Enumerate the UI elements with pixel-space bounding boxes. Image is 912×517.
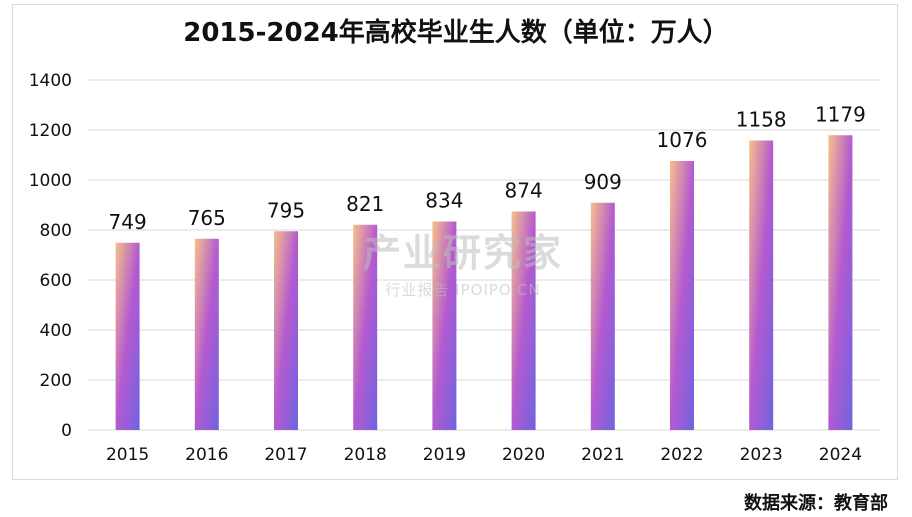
x-tick-label: 2021 bbox=[581, 445, 624, 465]
x-tick-label: 2017 bbox=[264, 445, 307, 465]
y-tick-label: 0 bbox=[61, 421, 72, 441]
bar bbox=[828, 135, 853, 430]
gridlines bbox=[88, 79, 880, 431]
data-label: 1158 bbox=[736, 108, 787, 132]
y-tick-label: 400 bbox=[40, 321, 72, 341]
y-axis-ticks: 0 200 400 600 800 1000 1200 1400 bbox=[29, 71, 72, 441]
x-tick-label: 2020 bbox=[502, 445, 545, 465]
data-label: 834 bbox=[425, 189, 463, 213]
y-tick-label: 600 bbox=[40, 271, 72, 291]
data-label: 1076 bbox=[657, 128, 708, 152]
bar bbox=[115, 242, 140, 430]
bar bbox=[353, 224, 378, 430]
y-tick-label: 1400 bbox=[29, 71, 72, 91]
x-tick-label: 2022 bbox=[660, 445, 703, 465]
data-labels: 749 765 795 821 834 874 909 1076 1158 1179 bbox=[109, 102, 866, 234]
x-tick-label: 2015 bbox=[106, 445, 149, 465]
bar bbox=[194, 238, 219, 430]
bar bbox=[511, 211, 536, 430]
x-tick-label: 2023 bbox=[740, 445, 783, 465]
data-label: 874 bbox=[505, 179, 543, 203]
bar bbox=[749, 140, 774, 430]
data-label: 749 bbox=[109, 210, 147, 234]
data-label: 821 bbox=[346, 192, 384, 216]
bars bbox=[115, 135, 853, 430]
data-label: 1179 bbox=[815, 102, 866, 126]
bar bbox=[432, 221, 457, 430]
y-tick-label: 800 bbox=[40, 221, 72, 241]
x-tick-label: 2016 bbox=[185, 445, 228, 465]
bar bbox=[274, 231, 298, 430]
source-note: 数据来源：教育部 bbox=[744, 493, 888, 514]
data-label: 765 bbox=[188, 206, 226, 230]
chart-title: 2015-2024年高校毕业生人数（单位：万人） bbox=[183, 18, 729, 48]
x-tick-label: 2024 bbox=[819, 445, 862, 465]
bar bbox=[590, 202, 615, 430]
y-tick-label: 1200 bbox=[29, 121, 72, 141]
bar bbox=[670, 161, 694, 430]
data-label: 909 bbox=[584, 170, 622, 194]
x-tick-label: 2019 bbox=[423, 445, 466, 465]
x-tick-label: 2018 bbox=[344, 445, 387, 465]
y-tick-label: 200 bbox=[40, 371, 72, 391]
x-axis-ticks: 2015 2016 2017 2018 2019 2020 2021 2022 2023 2024 bbox=[106, 445, 862, 465]
data-label: 795 bbox=[267, 198, 305, 222]
y-tick-label: 1000 bbox=[29, 171, 72, 191]
